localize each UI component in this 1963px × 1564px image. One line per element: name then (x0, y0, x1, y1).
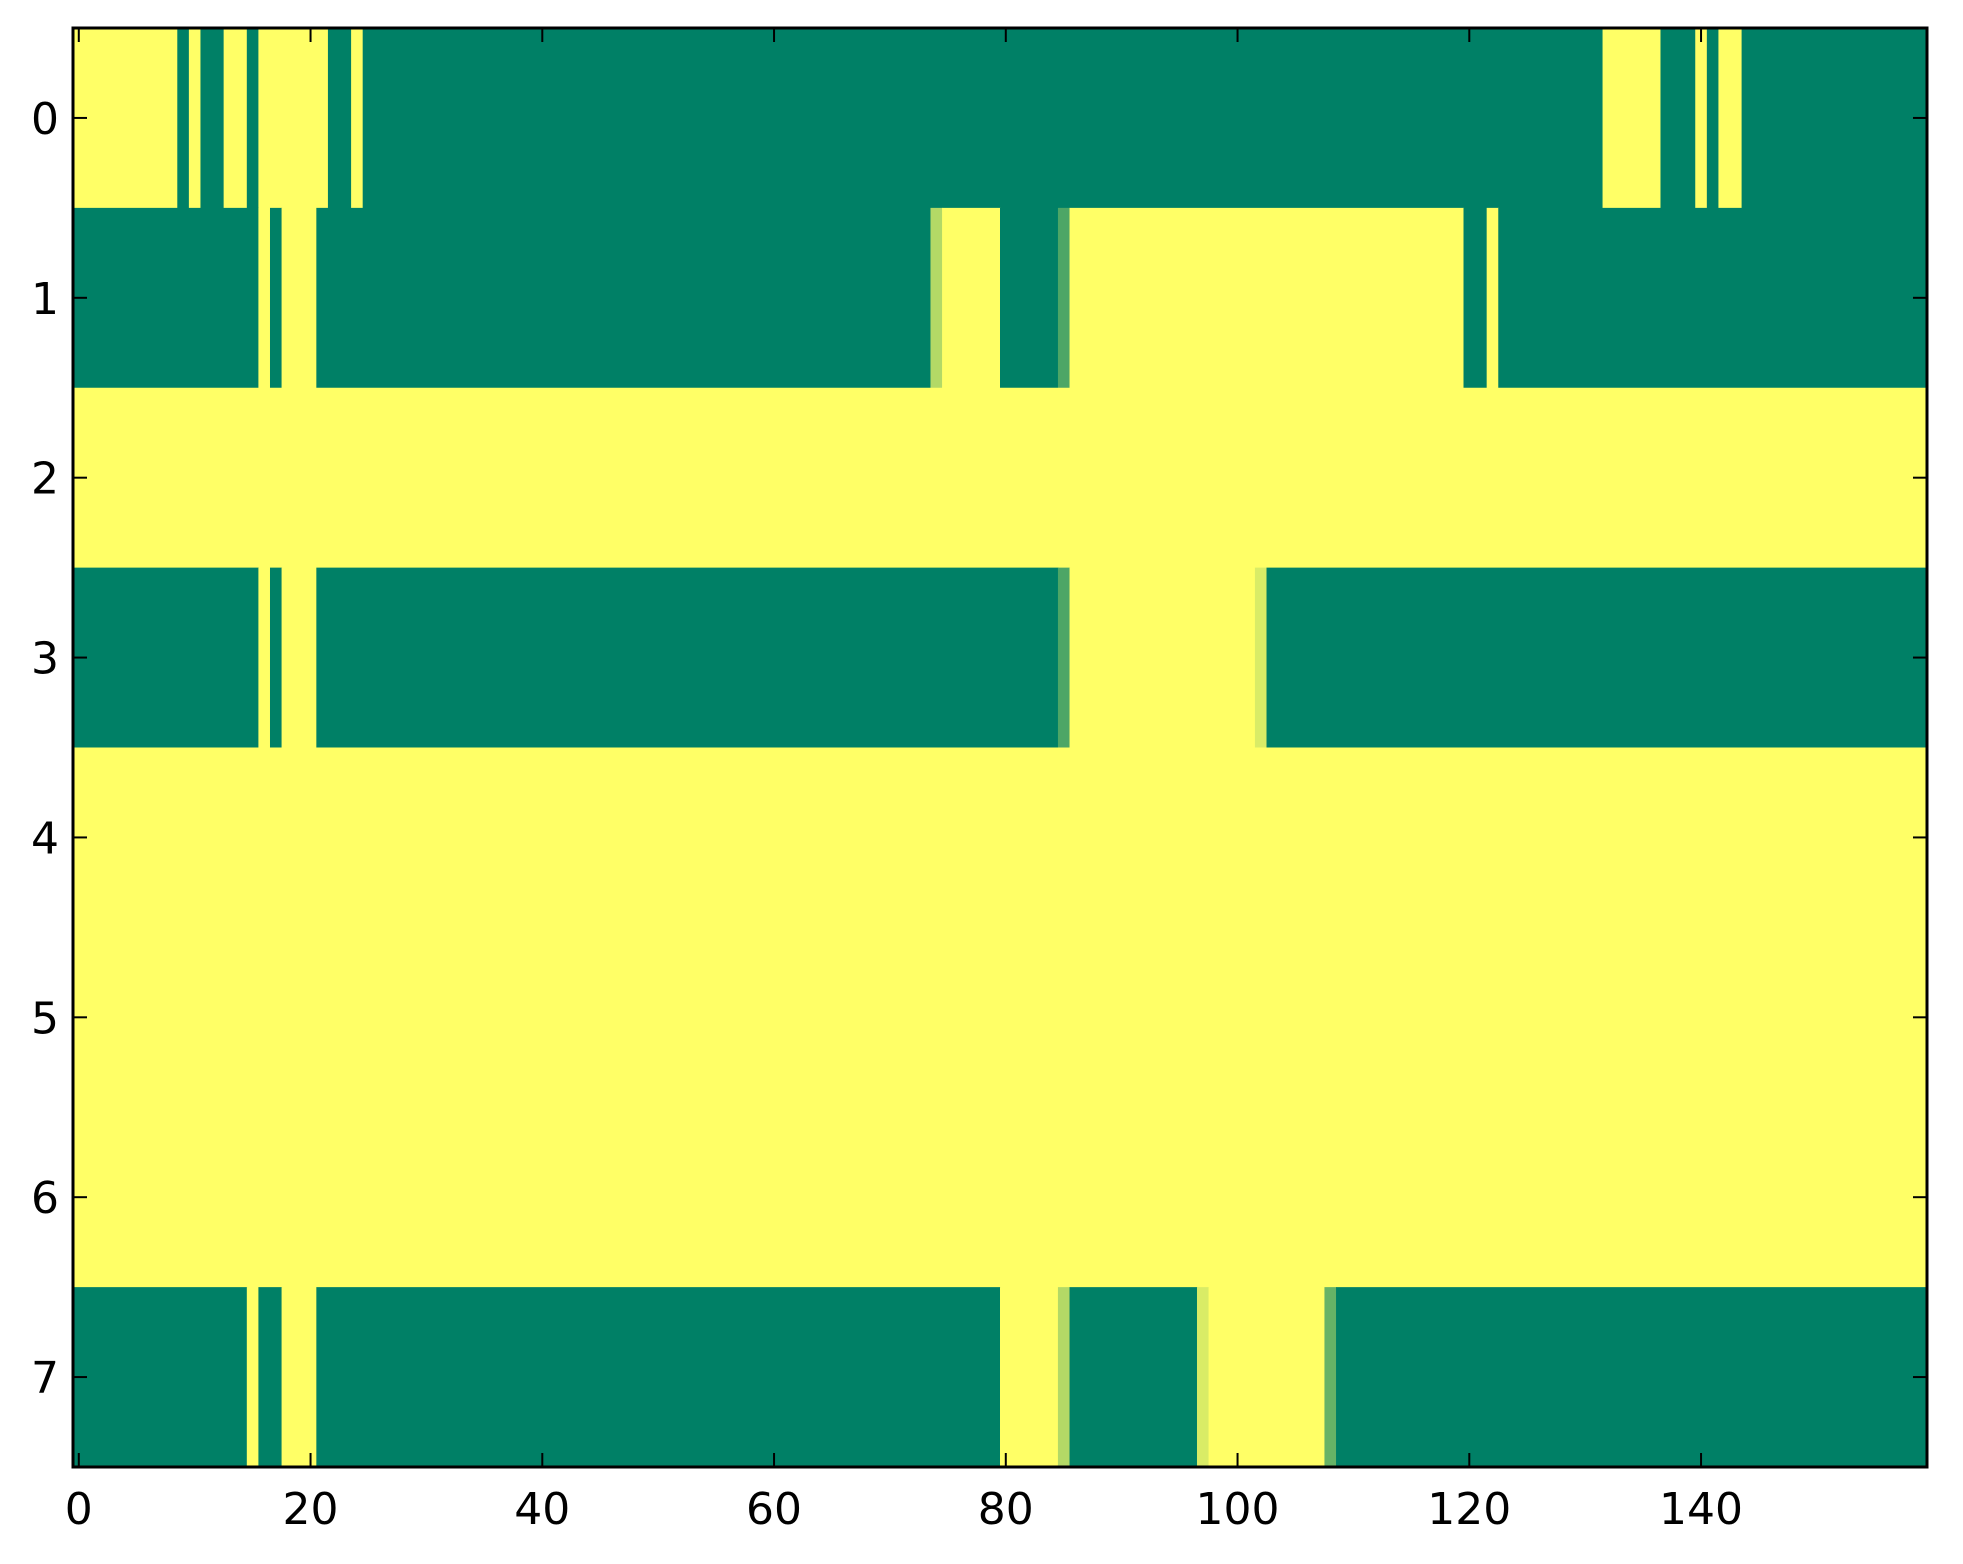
heatmap-cell (281, 567, 317, 749)
heatmap-cells (73, 28, 1928, 1468)
heatmap-cell (281, 1287, 317, 1468)
y-tick-label: 3 (31, 634, 59, 685)
heatmap-cell (1463, 207, 1488, 389)
x-tick-label: 80 (978, 1484, 1034, 1535)
heatmap-cell (1660, 28, 1696, 209)
y-tick-label: 6 (31, 1173, 59, 1224)
heatmap-cell (1324, 1287, 1337, 1468)
heatmap-cell (1057, 567, 1071, 749)
heatmap-cell (73, 1287, 248, 1468)
plot-frame (71, 26, 1929, 1469)
heatmap-cell (316, 567, 1059, 749)
y-tick-label: 1 (31, 274, 59, 325)
heatmap-cell (930, 207, 943, 389)
heatmap-cell (1208, 1287, 1326, 1468)
heatmap-cell (258, 567, 271, 749)
heatmap-cell (1498, 207, 1928, 389)
axis-ticks (73, 28, 1927, 1467)
heatmap-cell (188, 28, 202, 209)
heatmap-cell (1741, 28, 1928, 209)
heatmap-cell (1069, 207, 1465, 389)
y-tick-label: 7 (31, 1353, 59, 1404)
heatmap-cell (258, 1287, 283, 1468)
heatmap-cell (73, 567, 259, 749)
heatmap-cell (942, 207, 1001, 389)
heatmap-cell (1266, 567, 1928, 749)
heatmap-cell (1718, 28, 1743, 209)
heatmap-cell (73, 927, 1928, 1108)
heatmap-cell (223, 28, 248, 209)
heatmap-cell (316, 207, 932, 389)
x-tick-label: 20 (283, 1484, 339, 1535)
heatmap-cell (269, 567, 283, 749)
heatmap-cell (362, 28, 1604, 209)
x-tick-label: 120 (1427, 1484, 1511, 1535)
heatmap-cell (281, 207, 317, 389)
heatmap-cell (1336, 1287, 1928, 1468)
heatmap-cell (1057, 207, 1071, 389)
heatmap-cell (73, 1107, 1928, 1288)
y-tick-label: 4 (31, 813, 59, 864)
heatmap-cell (177, 28, 190, 209)
heatmap-cell (1000, 207, 1059, 389)
heatmap-cell (258, 207, 271, 389)
x-tick-label: 40 (514, 1484, 570, 1535)
heatmap-cell (1000, 1287, 1059, 1468)
x-tick-label: 140 (1659, 1484, 1743, 1535)
heatmap-cell (1706, 28, 1720, 209)
heatmap-cell (1254, 567, 1268, 749)
heatmap-cell (258, 28, 329, 209)
heatmap-cell (200, 28, 225, 209)
heatmap-cell (1695, 28, 1708, 209)
heatmap-cell (327, 28, 352, 209)
x-tick-label: 0 (65, 1484, 93, 1535)
tick-labels: 0 20 40 60 80 100 120 140 0 1 2 3 4 5 6 7 (31, 94, 1743, 1535)
heatmap-cell (73, 207, 259, 389)
heatmap-cell (1069, 1287, 1198, 1468)
y-tick-label: 0 (31, 94, 59, 145)
heatmap-cell (246, 28, 259, 209)
x-tick-label: 60 (746, 1484, 802, 1535)
y-tick-label: 5 (31, 993, 59, 1044)
heatmap-cell (316, 1287, 1001, 1468)
heatmap-cell (73, 28, 178, 209)
heatmap-cell (351, 28, 364, 209)
x-tick-label: 100 (1196, 1484, 1280, 1535)
heatmap-cell (1196, 1287, 1210, 1468)
heatmap-cell (1057, 1287, 1071, 1468)
y-tick-label: 2 (31, 454, 59, 505)
heatmap-cell (1486, 207, 1499, 389)
heatmap-cell (269, 207, 283, 389)
heatmap-cell (246, 1287, 259, 1468)
heatmap-cell (1069, 567, 1256, 749)
heatmap-cell (73, 747, 1928, 928)
heatmap-cell (1602, 28, 1662, 209)
heatmap-cell (73, 387, 1928, 569)
